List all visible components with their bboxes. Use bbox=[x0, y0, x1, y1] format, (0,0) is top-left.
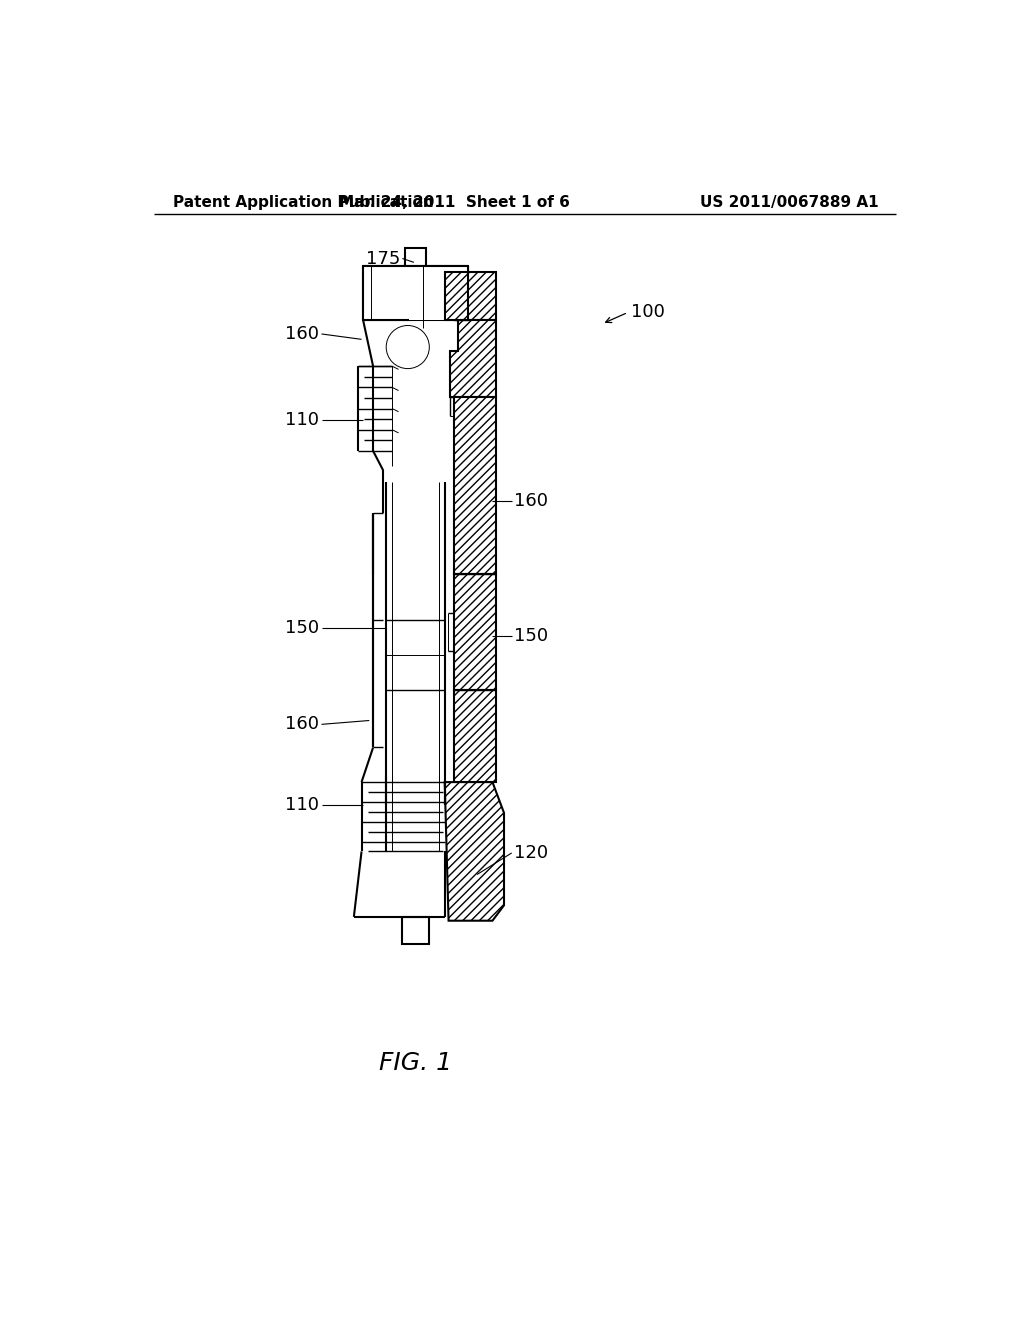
Text: 150: 150 bbox=[514, 627, 548, 644]
Text: 110: 110 bbox=[286, 412, 319, 429]
Text: 160: 160 bbox=[286, 325, 319, 343]
Polygon shape bbox=[454, 574, 497, 689]
Polygon shape bbox=[444, 781, 504, 921]
Bar bbox=[401, 917, 429, 944]
Polygon shape bbox=[454, 689, 497, 781]
Text: 160: 160 bbox=[286, 715, 319, 734]
Bar bbox=[364, 267, 468, 321]
Text: 160: 160 bbox=[514, 492, 548, 510]
Text: 100: 100 bbox=[631, 304, 665, 321]
Text: US 2011/0067889 A1: US 2011/0067889 A1 bbox=[699, 195, 879, 210]
Bar bbox=[404, 248, 426, 268]
Text: Mar. 24, 2011  Sheet 1 of 6: Mar. 24, 2011 Sheet 1 of 6 bbox=[339, 195, 569, 210]
Bar bbox=[364, 267, 468, 321]
Text: 175: 175 bbox=[366, 249, 400, 268]
Text: 120: 120 bbox=[514, 843, 548, 862]
Text: 150: 150 bbox=[285, 619, 319, 638]
Text: 110: 110 bbox=[286, 796, 319, 814]
Text: FIG. 1: FIG. 1 bbox=[379, 1051, 452, 1076]
Polygon shape bbox=[444, 272, 497, 321]
Polygon shape bbox=[454, 397, 497, 574]
Text: Patent Application Publication: Patent Application Publication bbox=[173, 195, 433, 210]
Polygon shape bbox=[451, 321, 497, 397]
